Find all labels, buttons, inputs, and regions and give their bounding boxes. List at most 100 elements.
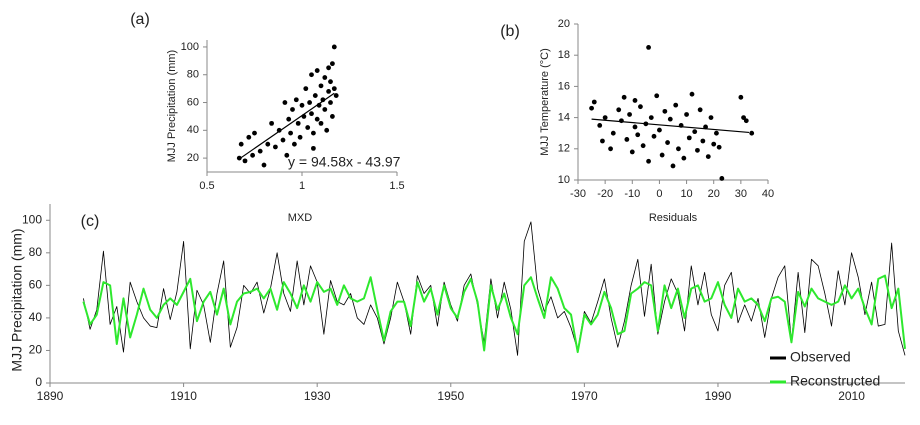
point [331,86,337,92]
point [311,145,316,151]
point [667,116,673,122]
point [635,132,641,138]
y-tick-label: 16 [558,80,570,92]
y-tick-label: 10 [558,174,570,186]
point [295,120,301,126]
x-tick-label: 1950 [437,389,464,403]
point [303,86,309,92]
x-tick-label: -10 [624,188,640,200]
y-axis-label: MJJ Precipitation (mm) [166,50,178,162]
point [692,129,698,135]
point [331,44,337,50]
point [312,93,318,98]
point [670,163,676,169]
point [238,141,244,147]
point [324,127,330,133]
point [749,130,755,136]
point [299,102,305,108]
point [311,130,316,136]
y-tick-label: 40 [29,310,43,324]
y-axis-label: MJJ Temperature (°C) [539,48,551,156]
y-tick-label: 14 [558,112,570,124]
series-line [83,221,906,356]
point [651,133,657,139]
point [619,118,624,124]
point [246,134,252,140]
point [597,123,603,128]
point [643,121,649,127]
point [629,149,635,155]
point [678,123,684,128]
series-line [82,274,906,354]
point [292,141,297,147]
y-tick-label: 80 [187,69,199,81]
point [695,147,700,153]
point [314,68,320,73]
y-axis-label: MJJ Precipitation (mm) [9,228,25,371]
point [738,94,744,100]
equation: y = 94.58x - 43.97 [288,154,401,170]
point [705,154,711,160]
x-tick-label: 1910 [170,389,197,403]
y-tick-label: 18 [558,49,570,61]
point [676,146,681,152]
x-tick-label: 1890 [37,389,64,403]
x-tick-label: 0.5 [199,180,214,192]
point [328,79,333,85]
point [257,148,263,154]
y-tick-label: 0 [35,375,42,389]
y-tick-label: 20 [187,152,199,164]
point [703,124,708,130]
point [322,75,328,80]
x-tick-label: 1930 [304,389,331,403]
point [252,130,257,136]
panel-label: (b) [500,23,520,40]
point [236,155,242,161]
legend-label: Reconstructed [790,373,880,389]
x-tick-label: 1970 [571,389,598,403]
point [280,137,286,143]
point [307,100,312,105]
point [662,108,668,114]
y-tick-label: 80 [29,245,43,259]
point [269,120,274,126]
point [646,158,651,164]
point [330,61,335,67]
point [276,127,282,133]
point [627,112,632,117]
point [290,107,295,112]
point [293,97,299,103]
y-tick-label: 100 [22,212,42,226]
x-tick-label: -30 [570,188,586,200]
x-tick-label: 10 [680,188,692,200]
point [273,144,278,150]
point [284,152,290,158]
point [743,118,749,124]
legend-label: Observed [790,349,851,365]
point [657,127,662,133]
point [714,130,719,136]
y-tick-label: 60 [29,278,43,292]
x-axis-label: Residuals [649,212,698,224]
point [261,162,267,168]
panel-label: (c) [81,213,100,230]
y-tick-label: 20 [558,18,570,30]
point [632,98,638,103]
x-tick-label: -20 [597,188,613,200]
point [305,125,311,130]
y-tick-label: 12 [558,143,570,155]
y-tick-label: 60 [187,96,199,108]
x-tick-label: 1 [299,180,305,192]
point [326,65,331,71]
point [301,114,307,119]
x-axis-label: MXD [288,212,313,224]
point [326,89,331,94]
point [646,45,651,50]
point [640,143,646,149]
point [288,130,293,136]
y-tick-label: 40 [187,124,199,136]
point [314,116,320,122]
point [608,146,613,152]
point [309,72,314,78]
